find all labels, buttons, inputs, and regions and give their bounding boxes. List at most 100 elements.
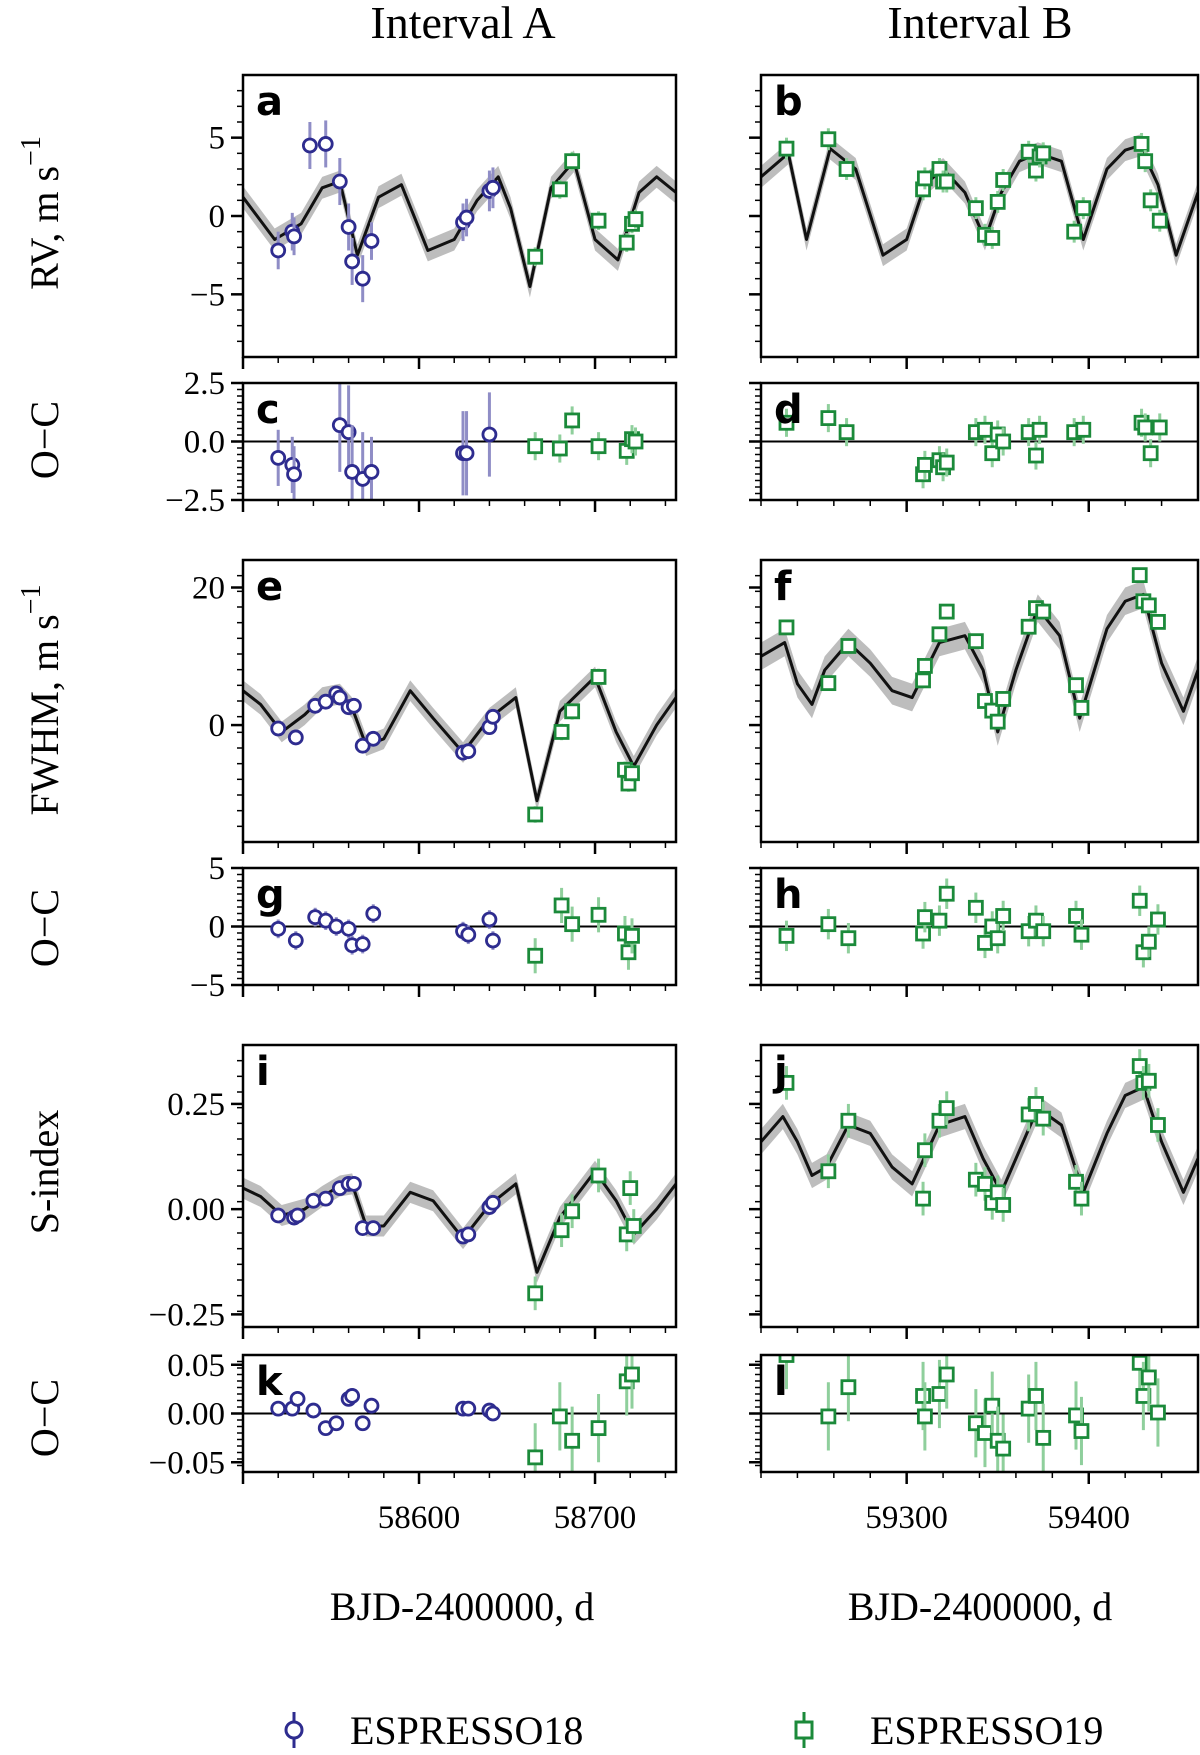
panel-h-point-0-10 (989, 930, 1006, 947)
panel-j-point-0-11 (995, 1197, 1012, 1213)
panel-g-point-0-8 (365, 905, 382, 922)
panel-h-point-0-5 (931, 912, 948, 929)
panel-b-model-line (761, 144, 1198, 257)
panel-l-point-0-9 (984, 1397, 1001, 1414)
panel-a-ytick-label-2: −5 (190, 277, 225, 313)
panel-e-point-0-9 (365, 730, 382, 747)
panel-a-point-0-0 (270, 242, 287, 259)
panel-i-point-0-9 (365, 1220, 382, 1236)
svg-text:RV, m s−1: RV, m s−1 (16, 136, 67, 290)
panel-e-point-0-8 (354, 737, 371, 754)
panel-g-point-0-1 (287, 932, 304, 949)
panel-g-point-0-12 (485, 932, 501, 949)
panel-a-point-0-4 (317, 136, 334, 152)
row-label-oc-rv-text: O−C (22, 401, 67, 479)
panel-a-ytick-label-0: 5 (209, 121, 226, 157)
panel-g-point-1-1 (553, 897, 570, 914)
panel-b-point-0-20 (1137, 153, 1154, 170)
panel-k-point-0-3 (305, 1402, 322, 1419)
panel-k-point-1-2 (564, 1432, 581, 1449)
panel-j-point-0-14 (1035, 1110, 1052, 1127)
panel-k-point-1-1 (551, 1408, 568, 1425)
panel-g-point-0-0 (270, 920, 287, 937)
panel-j-point-0-0 (778, 1074, 795, 1091)
panel-j-letter: j (772, 1049, 788, 1095)
panel-f-point-0-3 (915, 672, 931, 689)
panel-e-point-1-1 (553, 724, 570, 740)
panel-l-letter: l (774, 1359, 788, 1405)
panel-d-letter: d (774, 387, 803, 433)
panel-a-point-0-5 (331, 173, 348, 190)
panel-a-point-0-9 (363, 233, 380, 249)
panel-f-point-0-4 (916, 658, 933, 674)
row-label-oc-sindex: O−C (22, 1379, 67, 1457)
panel-e-letter: e (256, 564, 283, 610)
row-label-rv: RV, m s−1 (16, 136, 67, 290)
panel-d-point-0-10 (984, 445, 1001, 462)
panel-g-ytick-label-1: 0 (209, 910, 226, 946)
panel-f: f (749, 558, 1200, 854)
panel-a-point-1-0 (527, 248, 544, 265)
panel-b-plot-area (761, 128, 1198, 267)
panel-a-point-0-3 (301, 137, 318, 154)
panel-i-ytick-label-0: 0.25 (167, 1087, 225, 1123)
panel-l-point-0-0 (778, 1355, 795, 1363)
panel-b-point-0-16 (1035, 145, 1052, 162)
panel-e-frame (241, 558, 678, 844)
panel-f-point-0-16 (1073, 699, 1090, 716)
panel-j-plot-area (761, 1049, 1198, 1222)
panel-d-point-0-17 (1075, 421, 1092, 438)
panel-l-point-0-3 (915, 1388, 931, 1404)
panel-b-model-band (761, 134, 1198, 267)
row-label-fwhm-text: FWHM, m s (22, 614, 67, 815)
panel-f-point-0-2 (840, 638, 857, 654)
panel-b-point-0-22 (1151, 212, 1168, 229)
panel-h-point-0-4 (916, 909, 933, 926)
panel-k-letter: k (256, 1359, 284, 1405)
panel-a-point-0-13 (485, 179, 501, 196)
panel-k-point-0-5 (328, 1415, 345, 1432)
panel-a-model-line (243, 159, 676, 288)
panel-f-point-0-15 (1068, 677, 1084, 694)
panel-l-point-0-1 (820, 1408, 837, 1425)
panel-a-letter: a (256, 79, 283, 125)
panel-k-point-0-13 (485, 1405, 501, 1422)
panel-f-point-0-1 (820, 675, 837, 692)
panel-b-point-0-12 (995, 172, 1012, 188)
panel-f-point-0-20 (1150, 614, 1166, 630)
panel-g-ytick-label-2: −5 (190, 968, 225, 1004)
panel-d-point-0-7 (938, 454, 955, 471)
panel-l-point-0-6 (938, 1366, 955, 1383)
panel-b-point-0-11 (989, 193, 1006, 210)
panel-e-point-1-0 (527, 806, 544, 823)
panel-i-point-0-0 (270, 1207, 287, 1224)
panel-k-point-1-0 (527, 1449, 544, 1466)
panel-i-point-0-7 (345, 1175, 362, 1192)
panel-f-point-0-10 (989, 713, 1006, 730)
panel-d-point-0-4 (916, 456, 933, 473)
panel-c-point-0-10 (481, 426, 498, 443)
panel-h-point-0-14 (1035, 923, 1052, 940)
panel-j-point-0-16 (1073, 1190, 1090, 1207)
panel-b-point-0-1 (820, 131, 837, 148)
panel-f-plot-area (761, 567, 1198, 746)
panel-g-point-0-7 (354, 936, 371, 952)
panel-b-point-0-19 (1133, 136, 1150, 152)
panel-l-point-0-20 (1150, 1404, 1166, 1421)
x-axis-label-a: BJD-2400000, d (330, 1584, 594, 1629)
svg-text:FWHM, m s−1: FWHM, m s−1 (16, 585, 67, 816)
panel-c-letter: c (256, 387, 280, 433)
panel-g-ytick-label-0: 5 (209, 851, 226, 887)
panel-a-point-0-7 (344, 253, 361, 270)
panel-b-point-0-10 (984, 230, 1001, 246)
panel-a: 5 0 −5 a (190, 73, 678, 369)
panel-e-point-1-2 (564, 703, 581, 720)
panel-a-point-1-3 (590, 212, 607, 229)
panel-a-point-0-11 (458, 209, 475, 226)
panel-c-plot-area (243, 383, 676, 500)
panel-l-point-0-2 (840, 1379, 857, 1396)
panel-k-plot-area (243, 1355, 676, 1472)
panel-j-point-0-5 (931, 1112, 948, 1129)
panel-b-point-0-17 (1066, 223, 1083, 240)
panel-i-point-1-5 (622, 1180, 639, 1197)
